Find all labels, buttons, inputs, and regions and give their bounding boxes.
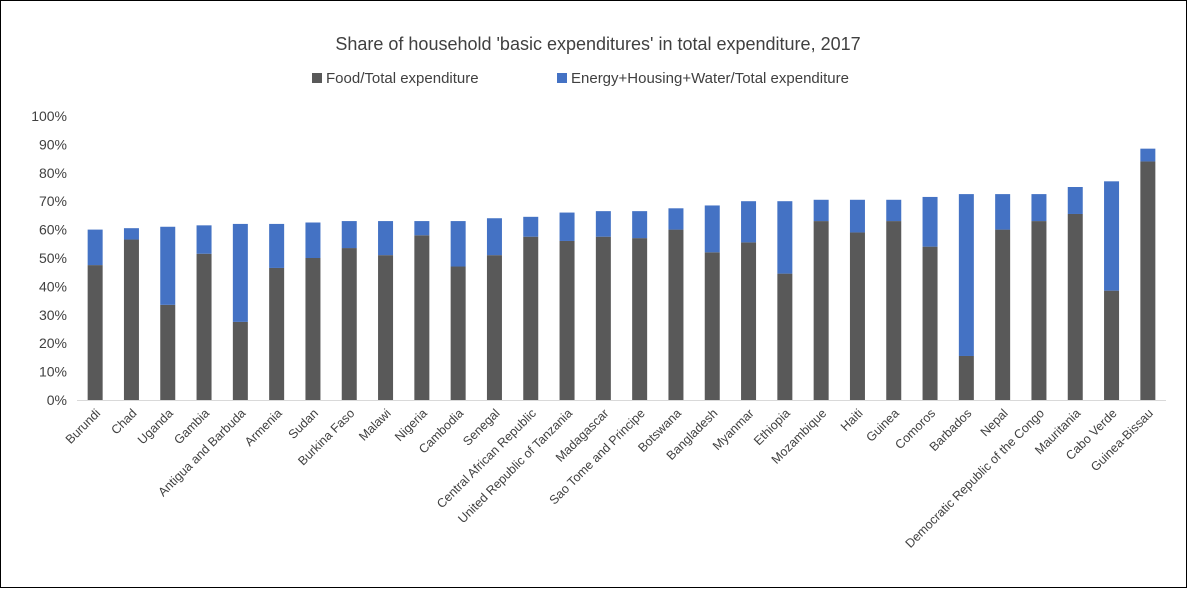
bar-food: [160, 304, 176, 400]
bar-food: [1140, 161, 1156, 400]
bar-energy-housing-water: [341, 221, 357, 249]
bar-food: [886, 221, 902, 400]
legend-swatch-energy: [557, 73, 567, 83]
bar-food: [741, 242, 757, 400]
y-axis: 0% 10% 20% 30% 40% 50% 60% 70% 80% 90% 100%: [31, 108, 67, 408]
y-tick-label: 60%: [39, 222, 67, 238]
bar-food: [123, 239, 139, 400]
bar-energy-housing-water: [123, 228, 139, 240]
bar-food: [632, 238, 648, 400]
y-tick-label: 10%: [39, 364, 67, 380]
bar-food: [232, 321, 248, 400]
x-tick-label: Haiti: [838, 406, 866, 434]
bar-energy-housing-water: [523, 216, 539, 237]
x-tick-label: Uganda: [135, 406, 176, 447]
bar-food: [87, 265, 103, 400]
bar-energy-housing-water: [849, 199, 865, 233]
bar-energy-housing-water: [1067, 187, 1083, 214]
y-tick-label: 100%: [31, 108, 67, 124]
bar-energy-housing-water: [922, 196, 938, 247]
bar-energy-housing-water: [1140, 148, 1156, 162]
x-tick-label: Chad: [109, 406, 140, 437]
bar-food: [559, 240, 575, 400]
bar-energy-housing-water: [777, 201, 793, 274]
bar-energy-housing-water: [196, 225, 212, 254]
bars: [87, 148, 1156, 400]
x-tick-label: Burundi: [63, 406, 103, 446]
x-tick-label: Armenia: [242, 406, 285, 449]
bar-energy-housing-water: [1031, 194, 1047, 222]
bar-food: [378, 255, 394, 400]
bar-energy-housing-water: [704, 205, 720, 253]
bar-food: [305, 258, 321, 400]
bar-food: [523, 236, 539, 400]
bar-energy-housing-water: [632, 211, 648, 239]
bar-food: [813, 221, 829, 400]
y-tick-label: 30%: [39, 307, 67, 323]
y-tick-label: 0%: [47, 392, 67, 408]
bar-energy-housing-water: [958, 194, 974, 356]
bar-food: [922, 246, 938, 400]
bar-food: [196, 253, 212, 400]
bar-energy-housing-water: [886, 199, 902, 222]
bar-energy-housing-water: [741, 201, 757, 243]
bar-food: [450, 266, 466, 400]
bar-food: [958, 355, 974, 400]
bar-energy-housing-water: [305, 222, 321, 258]
bar-energy-housing-water: [378, 221, 394, 256]
chart-title: Share of household 'basic expenditures' …: [335, 34, 860, 54]
bar-food: [414, 235, 430, 400]
legend: Food/Total expenditure Energy+Housing+Wa…: [312, 70, 849, 87]
bar-energy-housing-water: [87, 229, 103, 266]
y-tick-label: 70%: [39, 193, 67, 209]
bar-food: [1031, 221, 1047, 400]
bar-food: [849, 232, 865, 400]
bar-energy-housing-water: [486, 218, 502, 256]
y-tick-label: 80%: [39, 165, 67, 181]
bar-food: [341, 248, 357, 400]
bar-food: [668, 229, 684, 400]
x-tick-label: Malawi: [356, 406, 393, 443]
bar-energy-housing-water: [1104, 181, 1120, 291]
legend-swatch-food: [312, 73, 322, 83]
bar-food: [595, 236, 611, 400]
x-tick-label: Nepal: [978, 406, 1011, 439]
bar-energy-housing-water: [160, 226, 176, 305]
bar-food: [1104, 290, 1120, 400]
bar-energy-housing-water: [559, 212, 575, 241]
x-tick-label: Sudan: [286, 406, 321, 441]
bar-food: [777, 273, 793, 400]
legend-label-energy: Energy+Housing+Water/Total expenditure: [571, 70, 849, 87]
bar-food: [269, 267, 285, 400]
bar-energy-housing-water: [595, 211, 611, 237]
bar-energy-housing-water: [813, 199, 829, 222]
bar-food: [995, 229, 1011, 400]
bar-energy-housing-water: [450, 221, 466, 267]
bar-food: [1067, 213, 1083, 400]
y-tick-label: 90%: [39, 136, 67, 152]
bar-energy-housing-water: [668, 208, 684, 230]
bar-food: [486, 255, 502, 400]
y-tick-label: 50%: [39, 250, 67, 266]
y-tick-label: 20%: [39, 335, 67, 351]
bar-energy-housing-water: [269, 223, 285, 268]
legend-label-food: Food/Total expenditure: [326, 70, 479, 87]
bar-energy-housing-water: [232, 223, 248, 322]
bar-energy-housing-water: [995, 194, 1011, 230]
y-tick-label: 40%: [39, 278, 67, 294]
bar-food: [704, 252, 720, 400]
bar-energy-housing-water: [414, 221, 430, 236]
